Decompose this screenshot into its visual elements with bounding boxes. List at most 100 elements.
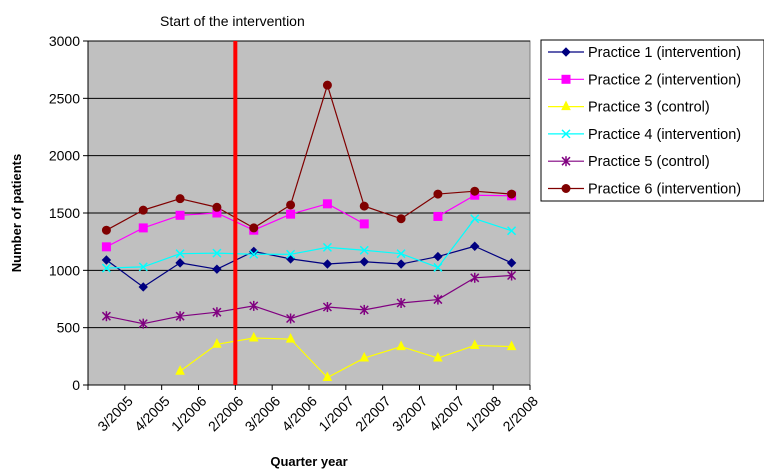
marker-stroke (212, 248, 222, 258)
series-segment (179, 343, 218, 372)
series-marker (175, 249, 185, 259)
series-segment (400, 253, 439, 269)
series-marker (561, 129, 571, 139)
series-marker (322, 199, 332, 209)
x-tick-label: 1/2007 (315, 393, 357, 435)
series-marker (101, 311, 111, 322)
x-tick-label: 2/2007 (352, 393, 394, 435)
series-segment (253, 305, 291, 320)
series-marker (286, 200, 296, 210)
y-tick-label: 500 (57, 320, 81, 336)
series-marker (175, 210, 185, 220)
series-segment (364, 302, 402, 311)
series-segment (327, 306, 365, 311)
series-marker (138, 223, 148, 233)
series-marker (470, 272, 480, 283)
series-segment (326, 84, 365, 207)
series-segment (437, 190, 475, 195)
series-segment (106, 266, 144, 269)
series-segment (290, 246, 328, 255)
series-marker (359, 351, 370, 362)
legend-label: Practice 3 (control) (588, 100, 710, 116)
series-segment (364, 261, 402, 265)
marker-stroke (561, 129, 571, 139)
series-marker (470, 214, 480, 224)
series-segment (106, 315, 144, 325)
x-tick-label: 4/2006 (278, 393, 320, 435)
y-tick-label: 1500 (49, 205, 80, 221)
x-tick-label: 1/2008 (463, 393, 505, 435)
marker-stroke (138, 262, 148, 272)
series-segment (327, 203, 365, 225)
y-tick-label: 2000 (49, 148, 80, 164)
marker-stroke (175, 249, 185, 259)
marker-stroke (433, 262, 443, 272)
series-marker (359, 304, 369, 315)
series-marker (561, 100, 571, 111)
series-marker (212, 307, 222, 318)
x-tick-label: 4/2007 (426, 393, 468, 435)
series-marker (396, 340, 406, 351)
series-marker (175, 365, 185, 375)
marker-stroke (101, 263, 111, 273)
y-tick-label: 1000 (49, 262, 80, 278)
axes (83, 40, 531, 390)
series-segment (400, 193, 439, 220)
series-marker (138, 282, 148, 292)
series-marker (561, 47, 571, 57)
legend-label: Practice 4 (intervention) (588, 127, 741, 143)
series-segment (400, 346, 439, 359)
y-axis-title: Number of patients (9, 154, 24, 272)
series-segment (290, 84, 328, 206)
series-segment (106, 209, 144, 231)
legend-label: Practice 2 (intervention) (588, 72, 741, 88)
x-axis-title: Quarter year (270, 454, 347, 469)
series-segment (364, 249, 402, 255)
series-marker (396, 259, 406, 269)
series-marker (286, 209, 296, 219)
marker-stroke (507, 226, 517, 236)
legend-label: Practice 5 (control) (588, 154, 710, 170)
series-marker (249, 249, 259, 259)
intervention-annotation: Start of the intervention (160, 13, 305, 29)
y-tick-labels: 0 500 1000 1500 2000 2500 3000 (49, 33, 80, 393)
series-marker (249, 223, 259, 233)
series-marker (212, 338, 222, 348)
series-marker (285, 333, 296, 343)
series-marker (101, 263, 111, 273)
series-marker (359, 219, 369, 229)
series-segment (142, 262, 181, 288)
series-marker (507, 270, 517, 281)
series-segment (474, 194, 512, 197)
x-tick-label: 2/2008 (499, 393, 541, 435)
series-marker (433, 351, 443, 362)
series-segment (401, 298, 438, 304)
series-marker (507, 226, 517, 236)
legend-label: Practice 6 (intervention) (588, 182, 741, 198)
series-marker (433, 262, 443, 272)
series-marker (470, 241, 480, 251)
series-marker (506, 258, 517, 268)
series-marker (561, 74, 571, 84)
series-markers (101, 80, 517, 382)
series-segment (180, 252, 217, 255)
series-segment (179, 262, 218, 270)
series-marker (470, 186, 480, 196)
series-marker (433, 211, 443, 221)
series-marker (286, 249, 296, 259)
series-marker (322, 242, 332, 252)
series-segment (179, 198, 218, 208)
series-marker (561, 184, 571, 193)
marker-stroke (396, 249, 406, 259)
series-marker (101, 255, 112, 265)
series-segment (106, 259, 144, 288)
series-marker (248, 331, 259, 342)
series-segment (364, 205, 402, 220)
series-marker (433, 294, 443, 305)
series-marker (175, 311, 185, 322)
series-segment (474, 218, 512, 232)
y-tick-label: 0 (72, 377, 80, 393)
y-tick-label: 3000 (49, 33, 80, 49)
series-marker (322, 302, 332, 313)
series-marker (175, 258, 185, 268)
